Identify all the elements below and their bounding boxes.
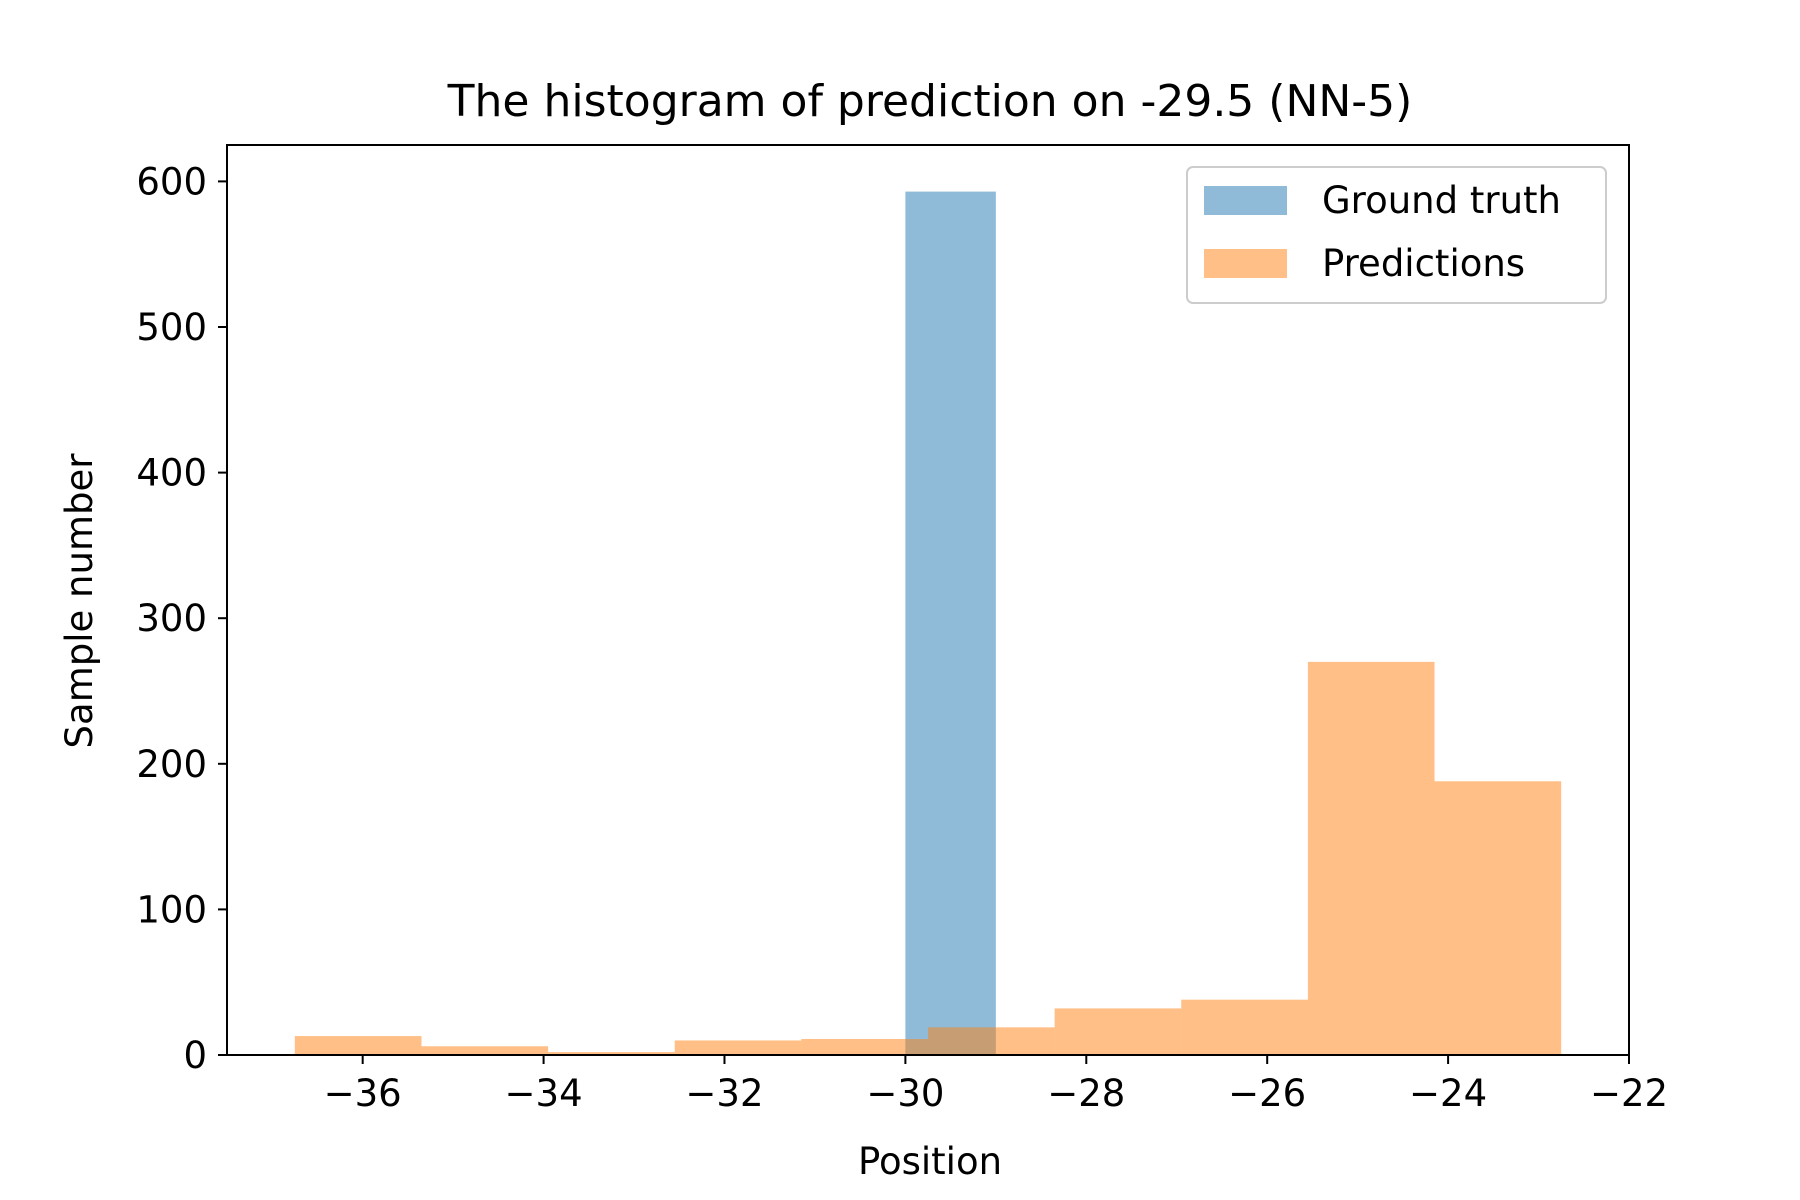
chart-title: The histogram of prediction on -29.5 (NN…: [447, 76, 1413, 127]
x-axis-label: Position: [858, 1140, 1002, 1183]
plot-frame: [226, 144, 1630, 1056]
x-tick-label: −22: [1590, 1072, 1668, 1115]
y-tick-label: 0: [183, 1034, 207, 1077]
bar-predictions-0: [294, 1036, 422, 1055]
y-tick-label: 200: [136, 743, 207, 786]
y-tick-label: 300: [136, 597, 207, 640]
legend: Ground truth Predictions: [1186, 166, 1607, 304]
x-tick-label: −34: [505, 1072, 583, 1115]
x-tick-label: −28: [1047, 1072, 1125, 1115]
bar-ground-truth-0: [905, 191, 996, 1056]
axes-layer: −36 −34 −32 −30 −28 −26 −24 −22 0 100 200 300 400 500…: [136, 144, 1668, 1115]
y-tick-label: 500: [136, 306, 207, 349]
bar-predictions-3: [674, 1040, 802, 1055]
bar-predictions-8: [1307, 661, 1435, 1055]
bar-predictions-5: [928, 1027, 1055, 1055]
y-axis-label: Sample number: [58, 453, 101, 749]
x-tick-label: −24: [1409, 1072, 1487, 1115]
bar-predictions-4: [801, 1038, 928, 1055]
y-tick-label: 100: [136, 888, 207, 931]
bars-layer: [294, 191, 1562, 1056]
x-tick-label: −26: [1228, 1072, 1306, 1115]
x-tick-label: −30: [866, 1072, 944, 1115]
legend-swatch-ground-truth: [1204, 186, 1287, 215]
bar-predictions-6: [1054, 1008, 1182, 1055]
bar-predictions-9: [1434, 781, 1562, 1055]
legend-swatch-predictions: [1204, 249, 1287, 278]
x-tick-label: −32: [685, 1072, 763, 1115]
y-tick-label: 600: [136, 160, 207, 203]
y-tick-label: 400: [136, 452, 207, 495]
legend-label-ground-truth: Ground truth: [1322, 179, 1561, 222]
bar-predictions-2: [548, 1052, 675, 1055]
bar-predictions-1: [421, 1046, 549, 1055]
x-tick-label: −36: [324, 1072, 402, 1115]
bar-predictions-7: [1181, 999, 1308, 1055]
legend-frame: [1186, 166, 1607, 304]
legend-label-predictions: Predictions: [1322, 242, 1525, 285]
